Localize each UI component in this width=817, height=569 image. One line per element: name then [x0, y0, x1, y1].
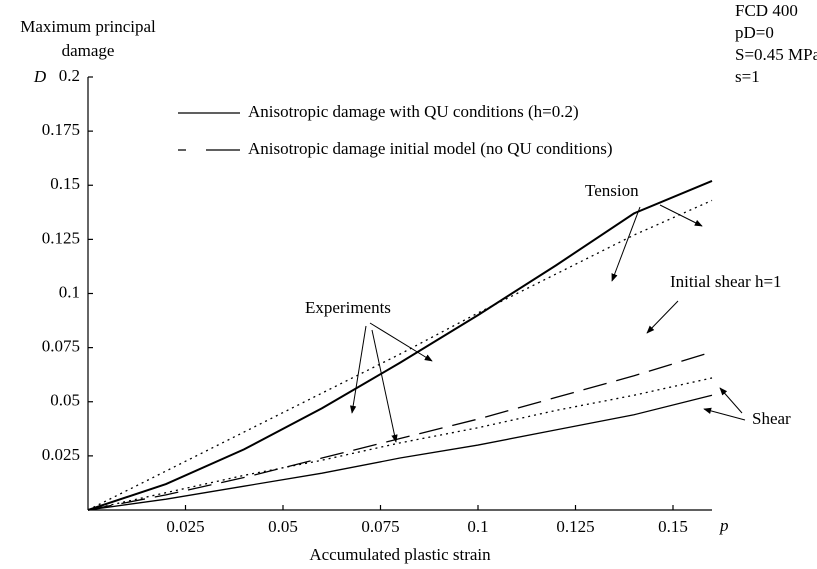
x-symbol: p — [719, 516, 729, 535]
arrow — [371, 329, 398, 443]
series-line — [87, 351, 713, 511]
annotation: Tension — [585, 181, 639, 200]
series-line — [87, 377, 713, 511]
series-line — [87, 199, 713, 511]
annotation: Experiments — [305, 298, 391, 317]
arrow — [719, 387, 743, 414]
arrows — [349, 204, 746, 443]
y-tick-label: 0.175 — [42, 120, 80, 139]
x-tick-label: 0.05 — [268, 517, 298, 536]
arrow — [659, 204, 703, 227]
y-tick-label: 0.05 — [50, 391, 80, 410]
series-line — [87, 394, 713, 511]
annotation: Initial shear h=1 — [670, 272, 782, 291]
arrow — [703, 407, 746, 421]
y-label: Maximum principal — [20, 17, 156, 36]
x-tick-label: 0.075 — [361, 517, 399, 536]
arrow — [611, 206, 641, 282]
info-text: FCD 400 — [735, 1, 798, 20]
legend-label: Anisotropic damage initial model (no QU … — [248, 139, 613, 158]
y-tick-label: 0.125 — [42, 228, 80, 247]
y-tick-label: 0.025 — [42, 445, 80, 464]
x-label: Accumulated plastic strain — [309, 545, 491, 564]
legend-label: Anisotropic damage with QU conditions (h… — [248, 102, 579, 121]
x-tick-label: 0.1 — [467, 517, 488, 536]
y-tick-label: 0.15 — [50, 174, 80, 193]
arrow — [369, 322, 433, 362]
info-text: pD=0 — [735, 23, 774, 42]
x-tick-label: 0.125 — [556, 517, 594, 536]
series-line — [87, 179, 713, 511]
x-tick-label: 0.025 — [166, 517, 204, 536]
y-symbol: D — [33, 67, 47, 86]
y-label: damage — [62, 41, 115, 60]
y-tick-label: 0.2 — [59, 66, 80, 85]
arrow — [349, 325, 367, 414]
info-text: S=0.45 MPa — [735, 45, 817, 64]
info-text: s=1 — [735, 67, 760, 86]
x-tick-label: 0.15 — [658, 517, 688, 536]
arrow — [646, 300, 679, 334]
annotation: Shear — [752, 409, 791, 428]
y-tick-label: 0.1 — [59, 282, 80, 301]
y-tick-label: 0.075 — [42, 337, 80, 356]
